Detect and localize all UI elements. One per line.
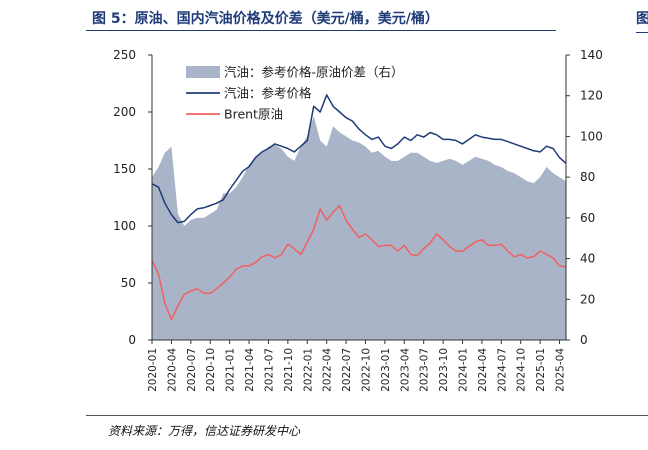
y-left-tick-label: 0	[128, 333, 136, 347]
y-left-tick-label: 250	[113, 48, 136, 62]
x-tick-label: 2023-07	[419, 348, 431, 392]
x-tick-label: 2021-10	[283, 348, 295, 392]
x-tick-label: 2024-01	[458, 348, 470, 392]
legend-label-brent: Brent原油	[224, 107, 283, 122]
y-left-tick-label: 150	[113, 162, 136, 176]
x-tick-label: 2022-01	[302, 348, 314, 392]
x-tick-label: 2022-10	[361, 348, 373, 392]
x-tick-label: 2025-01	[535, 348, 547, 392]
y-right-tick-label: 120	[580, 89, 603, 103]
footer-rule	[86, 415, 648, 416]
x-tick-label: 2023-04	[399, 348, 411, 392]
y-right-tick-label: 140	[580, 48, 603, 62]
edge-figure-label: 图	[636, 8, 648, 33]
x-tick-label: 2022-04	[322, 348, 334, 392]
series-line-gasoline	[151, 94, 567, 224]
y-right-tick-label: 80	[580, 170, 595, 184]
x-tick-label: 2020-07	[186, 348, 198, 392]
title-rule	[86, 30, 556, 31]
x-tick-label: 2024-07	[496, 348, 508, 392]
y-left-tick-label: 200	[113, 105, 136, 119]
source-note: 资料来源：万得，信达证券研发中心	[108, 424, 301, 438]
legend-label-spread: 汽油：参考价格-原油价差（右）	[224, 65, 404, 80]
price-lines-layer	[151, 94, 567, 321]
y-right-tick-label: 40	[580, 252, 595, 266]
x-tick-label: 2022-07	[341, 348, 353, 392]
spread-area-layer	[152, 116, 566, 340]
x-tick-label: 2025-04	[555, 348, 567, 392]
x-tick-label: 2021-07	[263, 348, 275, 392]
y-left-tick-label: 50	[121, 276, 136, 290]
x-tick-label: 2020-04	[166, 348, 178, 392]
x-tick-label: 2021-04	[244, 348, 256, 392]
x-tick-label: 2023-10	[438, 348, 450, 392]
x-tick-label: 2023-01	[380, 348, 392, 392]
y-right-tick-label: 20	[580, 292, 595, 306]
legend-swatch-spread	[186, 66, 220, 78]
y-right-tick-label: 60	[580, 211, 595, 225]
y-left-tick-label: 100	[113, 219, 136, 233]
y-right-tick-label: 0	[580, 333, 588, 347]
x-tick-label: 2024-04	[477, 348, 489, 392]
legend: 汽油：参考价格-原油价差（右） 汽油：参考价格 Brent原油	[186, 65, 404, 122]
y-right-tick-label: 100	[580, 129, 603, 143]
x-tick-label: 2021-01	[225, 348, 237, 392]
legend-label-gasoline: 汽油：参考价格	[224, 86, 312, 101]
axes-layer: 0 50 100 150 200 250 0 20 40 60 80 100 120 140 2020-01…	[113, 48, 603, 392]
figure-title: 图 5：原油、国内汽油价格及价差（美元/桶，美元/桶）	[92, 11, 439, 27]
x-tick-label: 2024-10	[516, 348, 528, 392]
series-line-brent	[151, 204, 567, 321]
x-tick-label: 2020-01	[147, 348, 159, 392]
series-area-spread	[152, 116, 566, 340]
x-tick-label: 2020-10	[205, 348, 217, 392]
